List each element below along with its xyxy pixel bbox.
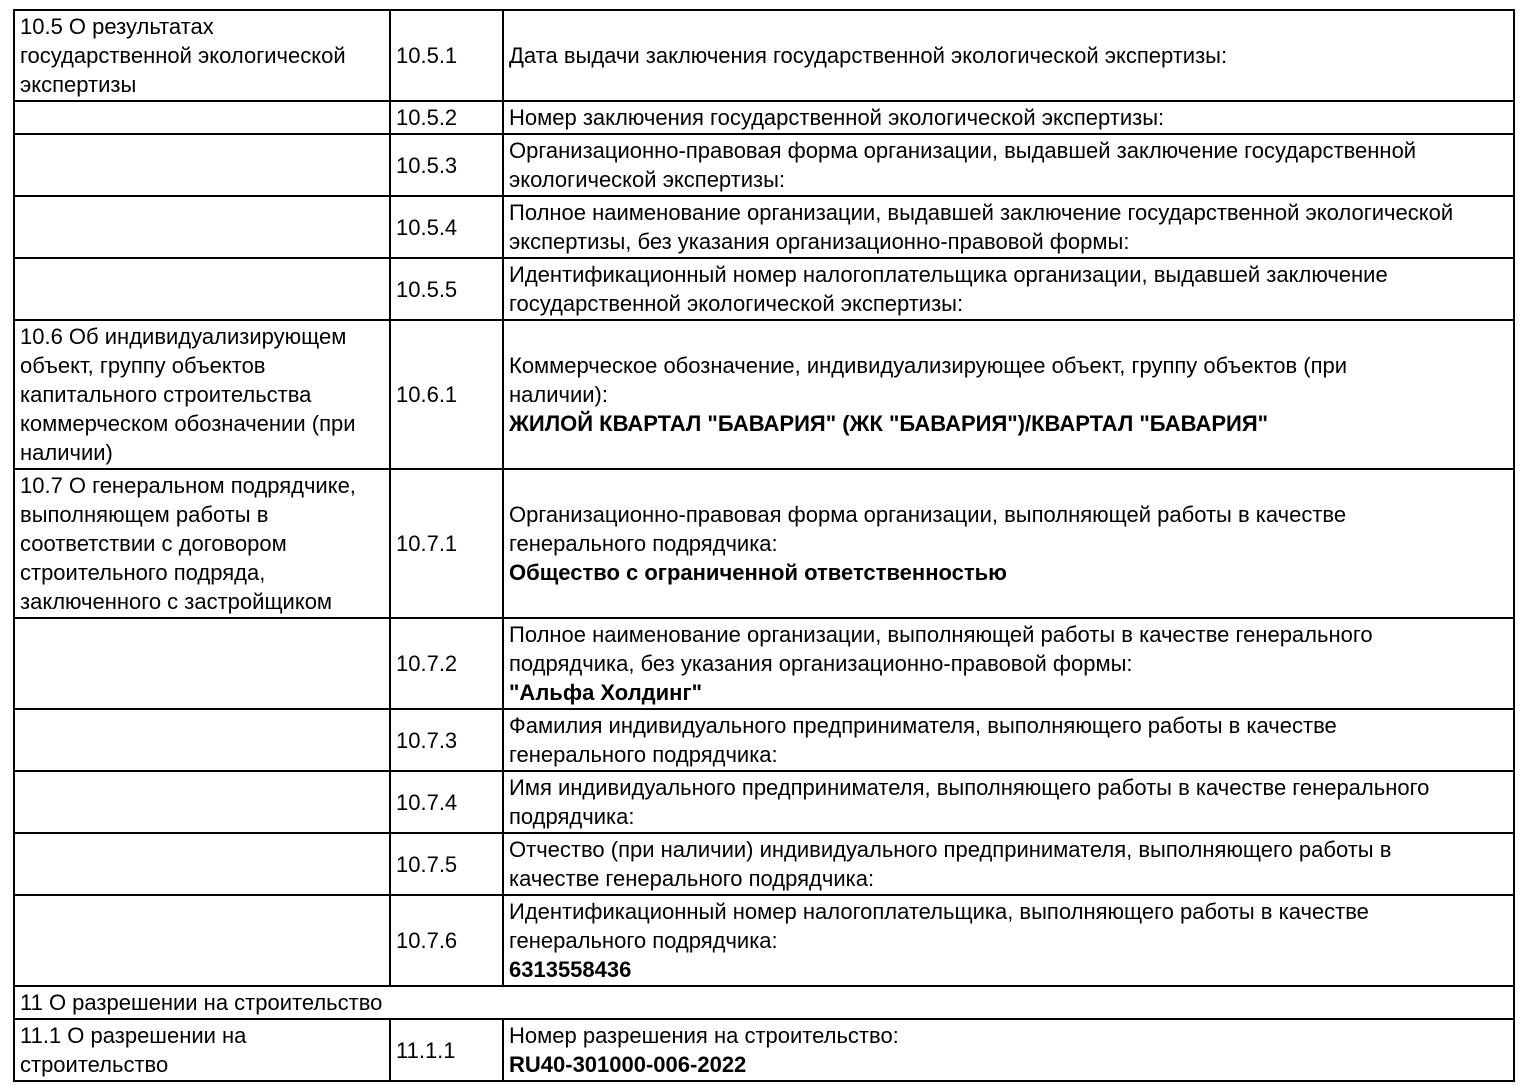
field-label: Организационно-правовая форма организаци… — [509, 138, 1417, 192]
table-row: 11.1 О разрешении на строительство 11.1.… — [13, 1018, 1515, 1082]
field-label: Фамилия индивидуального предпринимателя,… — [509, 713, 1337, 767]
description-cell: Коммерческое обозначение, индивидуализир… — [502, 319, 1515, 470]
description-cell: Отчество (при наличии) индивидуального п… — [502, 832, 1515, 896]
section-cell — [13, 617, 391, 710]
field-value: "Альфа Холдинг" — [509, 680, 703, 705]
field-value: ЖИЛОЙ КВАРТАЛ "БАВАРИЯ" (ЖК "БАВАРИЯ")/К… — [509, 411, 1269, 436]
section-cell — [13, 100, 391, 135]
table-row: 10.7.2 Полное наименование организации, … — [13, 617, 1515, 710]
section-cell: 10.7 О генеральном подрядчике, выполняющ… — [13, 468, 391, 619]
description-cell: Организационно-правовая форма организаци… — [502, 133, 1515, 197]
field-value: RU40-301000-006-2022 — [509, 1052, 747, 1077]
section-cell: 11.1 О разрешении на строительство — [13, 1018, 391, 1082]
item-number-cell: 11.1.1 — [389, 1018, 504, 1082]
description-cell: Дата выдачи заключения государственной э… — [502, 9, 1515, 102]
item-number-cell: 10.7.1 — [389, 468, 504, 619]
item-number-cell: 10.5.2 — [389, 100, 504, 135]
item-number-cell: 10.7.5 — [389, 832, 504, 896]
table-row: 10.7.4 Имя индивидуального предпринимате… — [13, 770, 1515, 834]
item-number-cell: 10.6.1 — [389, 319, 504, 470]
description-cell: Идентификационный номер налогоплательщик… — [502, 257, 1515, 321]
section-cell — [13, 257, 391, 321]
item-number-cell: 10.7.2 — [389, 617, 504, 710]
table-row: 10.7.6 Идентификационный номер налогопла… — [13, 894, 1515, 987]
project-declaration-table: 10.5 О результатах государственной эколо… — [13, 9, 1515, 1082]
item-number-cell: 10.5.5 — [389, 257, 504, 321]
description-cell: Полное наименование организации, выдавше… — [502, 195, 1515, 259]
description-cell: Фамилия индивидуального предпринимателя,… — [502, 708, 1515, 772]
field-value: 6313558436 — [509, 957, 632, 982]
section-cell — [13, 195, 391, 259]
section-cell — [13, 133, 391, 197]
section-11-header-row: 11 О разрешении на строительство — [13, 985, 1515, 1020]
table-row: 10.5.4 Полное наименование организации, … — [13, 195, 1515, 259]
table-row: 10.5.2 Номер заключения государственной … — [13, 100, 1515, 135]
section-cell — [13, 770, 391, 834]
field-value: Общество с ограниченной ответственностью — [509, 560, 1007, 585]
section-cell: 10.5 О результатах государственной эколо… — [13, 9, 391, 102]
item-number-cell: 10.5.1 — [389, 9, 504, 102]
item-number-cell: 10.5.4 — [389, 195, 504, 259]
item-number-cell: 10.7.4 — [389, 770, 504, 834]
field-label: Коммерческое обозначение, индивидуализир… — [509, 353, 1348, 407]
field-label: Полное наименование организации, выполня… — [509, 622, 1373, 676]
field-label: Идентификационный номер налогоплательщик… — [509, 899, 1369, 953]
description-cell: Полное наименование организации, выполня… — [502, 617, 1515, 710]
field-label: Номер заключения государственной экологи… — [509, 105, 1165, 130]
item-number-cell: 10.7.6 — [389, 894, 504, 987]
description-cell: Организационно-правовая форма организаци… — [502, 468, 1515, 619]
section-cell — [13, 894, 391, 987]
item-number-cell: 10.7.3 — [389, 708, 504, 772]
section-cell — [13, 708, 391, 772]
field-label: Полное наименование организации, выдавше… — [509, 200, 1454, 254]
field-label: Организационно-правовая форма организаци… — [509, 502, 1347, 556]
item-number-cell: 10.5.3 — [389, 133, 504, 197]
field-label: Номер разрешения на строительство: — [509, 1023, 899, 1048]
description-cell: Номер заключения государственной экологи… — [502, 100, 1515, 135]
section-cell: 10.6 Об индивидуализирующем объект, груп… — [13, 319, 391, 470]
table-row: 10.6 Об индивидуализирующем объект, груп… — [13, 319, 1515, 470]
section-header-cell: 11 О разрешении на строительство — [13, 985, 1515, 1020]
field-label: Идентификационный номер налогоплательщик… — [509, 262, 1388, 316]
description-cell: Номер разрешения на строительство: RU40-… — [502, 1018, 1515, 1082]
description-cell: Идентификационный номер налогоплательщик… — [502, 894, 1515, 987]
section-cell — [13, 832, 391, 896]
field-label: Отчество (при наличии) индивидуального п… — [509, 837, 1392, 891]
field-label: Дата выдачи заключения государственной э… — [509, 43, 1228, 68]
table-row: 10.7 О генеральном подрядчике, выполняющ… — [13, 468, 1515, 619]
table-row: 10.5.5 Идентификационный номер налогопла… — [13, 257, 1515, 321]
table-row: 10.5 О результатах государственной эколо… — [13, 9, 1515, 102]
description-cell: Имя индивидуального предпринимателя, вып… — [502, 770, 1515, 834]
field-label: Имя индивидуального предпринимателя, вып… — [509, 775, 1430, 829]
table-row: 10.7.3 Фамилия индивидуального предприни… — [13, 708, 1515, 772]
table-row: 10.7.5 Отчество (при наличии) индивидуал… — [13, 832, 1515, 896]
table-row: 10.5.3 Организационно-правовая форма орг… — [13, 133, 1515, 197]
